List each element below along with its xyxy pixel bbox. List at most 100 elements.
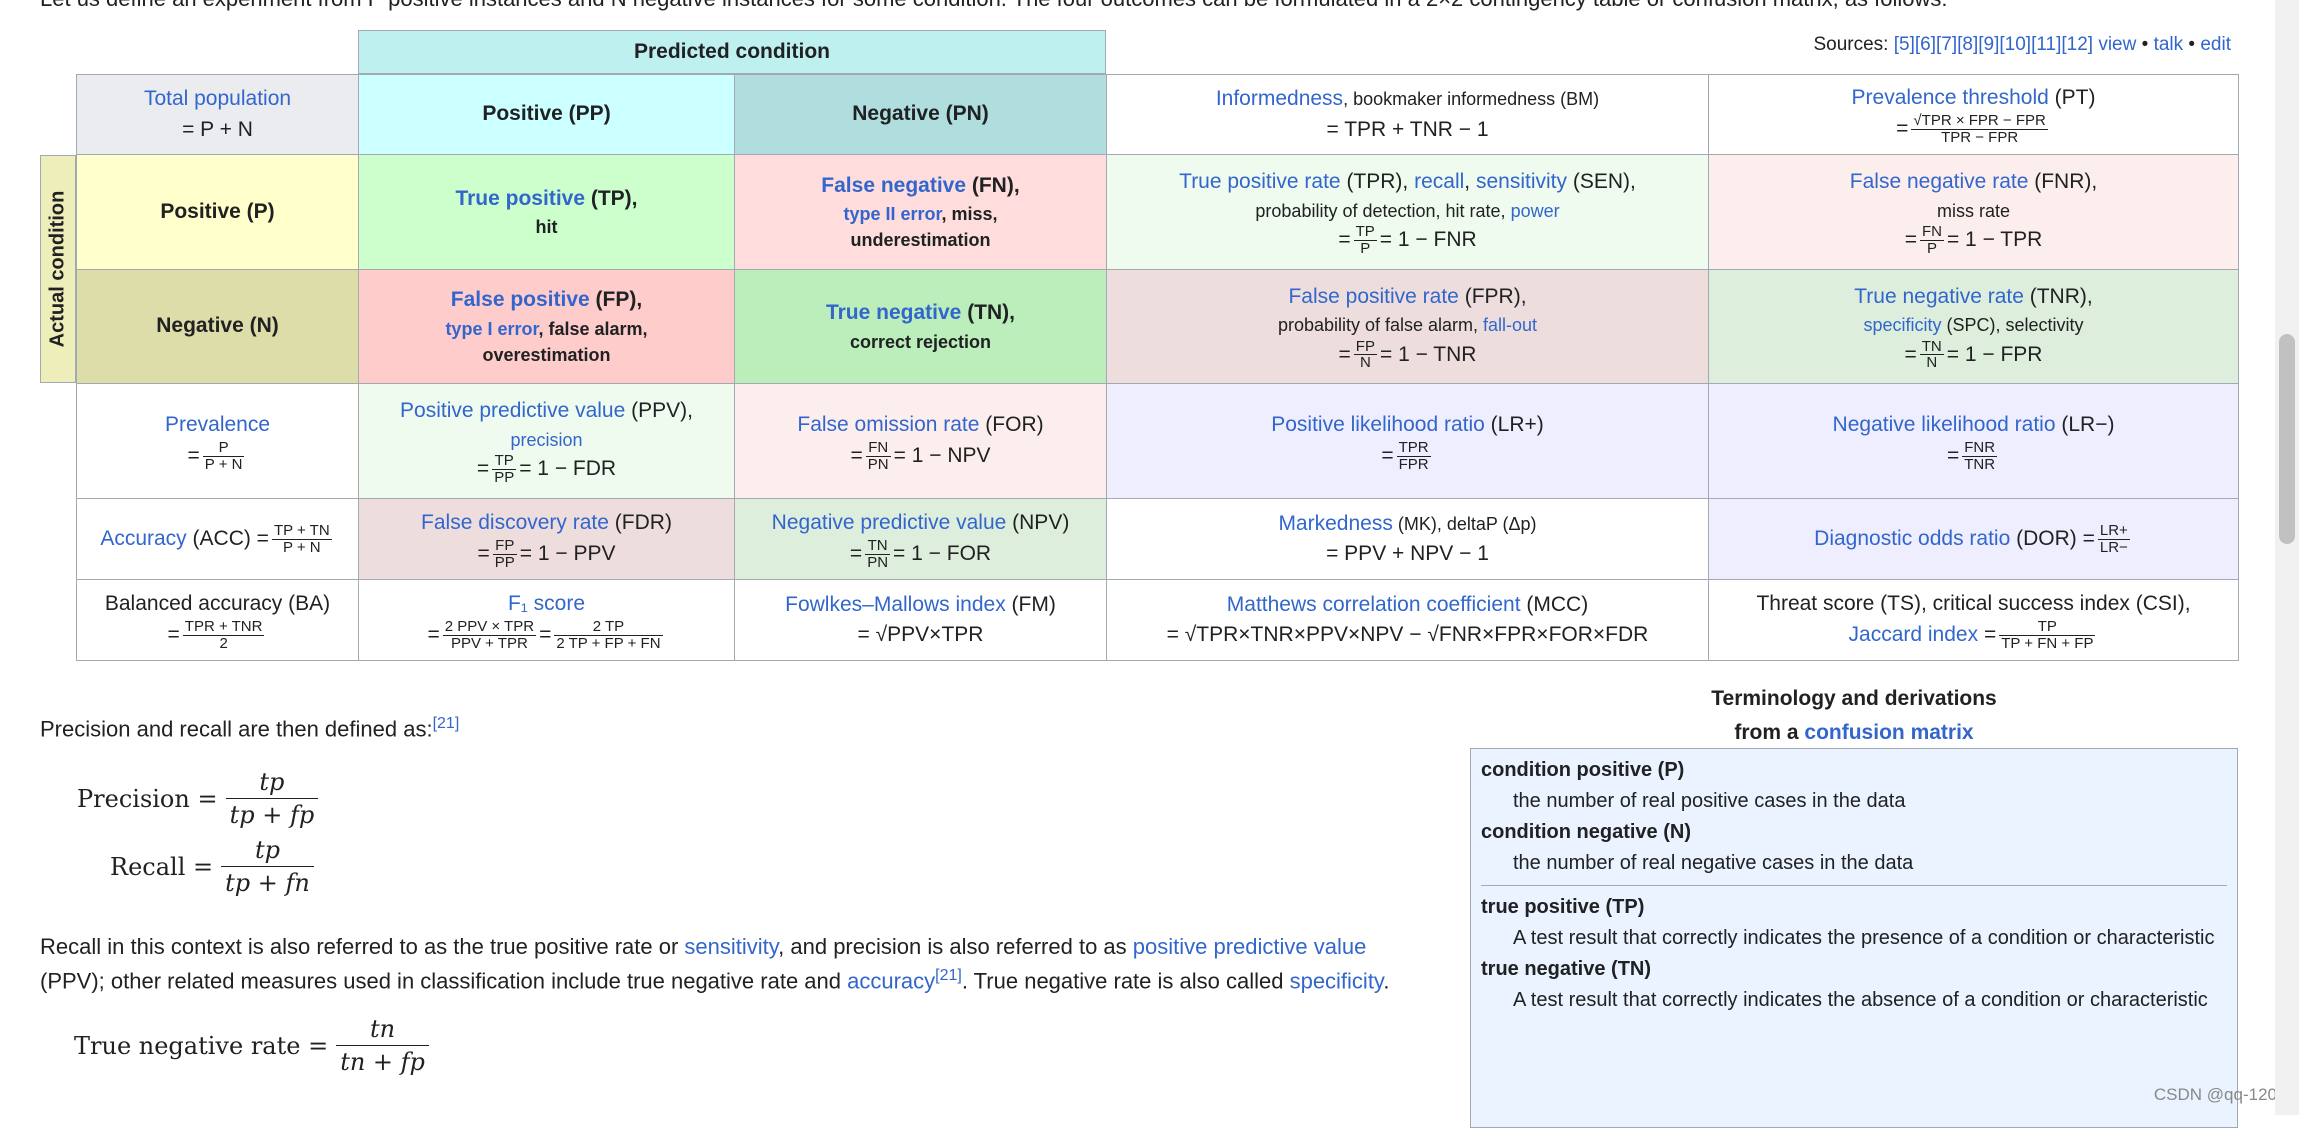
ppv-text-link[interactable]: positive predictive value [1132,934,1367,959]
recall-formula: Recall = tp tp + fn [110,836,314,897]
cell-actual-positive: Positive (P) [76,154,359,270]
fpr-fraction: FP N [1353,337,1377,372]
confusion-matrix-link[interactable]: confusion matrix [1804,720,1974,744]
cell-false-omission-rate: False omission rate (FOR) = FN PN = 1 − NPV [734,383,1107,499]
cell-threat-score: Threat score (TS), critical success inde… [1708,579,2239,661]
type-i-error-link[interactable]: type I error [445,318,539,339]
fm-link[interactable]: Fowlkes–Mallows index [785,592,1006,616]
sensitivity-link[interactable]: sensitivity [1475,170,1567,194]
predicted-condition-header: Predicted condition [358,30,1106,74]
actual-condition-label: Actual condition [46,190,69,348]
fnr-fraction: FN P [1919,223,1944,257]
glossary-term: condition positive (P) [1481,759,1685,781]
tnr-formula: True negative rate = tn tn + fp [74,1015,429,1076]
cell-negative-likelihood-ratio: Negative likelihood ratio (LR−) = FNR TNR [1708,383,2239,499]
recall-link[interactable]: recall [1414,170,1465,194]
precision-link[interactable]: precision [510,429,583,450]
talk-link[interactable]: talk [2153,34,2184,55]
glossary-definition: the number of real negative cases in the… [1513,852,1914,874]
view-link[interactable]: view [2098,34,2137,55]
cell-markedness: Markedness (MK), deltaP (Δp) = PPV + NPV… [1106,498,1709,580]
precision-formula: Precision = tp tp + fp [77,768,319,829]
cell-f1-score: F₁ score = 2 PPV × TPR PPV + TPR = 2 TP 2 TP … [358,579,735,661]
cell-true-negative-rate: True negative rate (TNR), specificity (S… [1708,269,2239,384]
scrollbar-track[interactable] [2275,0,2299,1115]
jaccard-index-link[interactable]: Jaccard index [1848,622,1979,646]
prevalence-link[interactable]: Prevalence [164,412,271,436]
recall-explanation: Recall in this context is also referred … [40,934,1390,994]
accuracy-text-link[interactable]: accuracy [847,968,936,994]
lr-minus-fraction: FNR TNR [1962,438,1998,473]
watermark: CSDN @qq-120 [2153,1085,2277,1104]
cell-informedness: Informedness, bookmaker informedness (BM… [1106,74,1709,155]
sources-line: Sources: [5][6][7][8][9][10][11][12] vie… [1813,34,2231,56]
fnr-link[interactable]: False negative rate [1849,170,2029,194]
tnr-link[interactable]: True negative rate [1854,284,2024,308]
cell-predicted-positive: Positive (PP) [358,74,735,155]
lr-minus-link[interactable]: Negative likelihood ratio [1832,412,2056,436]
cell-false-negative-rate: False negative rate (FNR), miss rate = FN… [1708,154,2239,270]
f1-score-link[interactable]: F₁ score [507,591,586,615]
for-link[interactable]: False omission rate [797,412,980,436]
glossary-term: true negative (TN) [1481,958,1652,980]
prevalence-threshold-link[interactable]: Prevalence threshold [1851,86,2049,110]
cell-diagnostic-odds-ratio: Diagnostic odds ratio (DOR) = LR+ LR− [1708,498,2239,580]
fpr-link[interactable]: False positive rate [1288,284,1459,308]
cell-actual-negative: Negative (N) [76,269,359,384]
f1-fraction-2: 2 TP 2 TP + FP + FN [554,617,663,652]
sources-refs[interactable]: [5][6][7][8][9][10][11][12] [1893,34,2094,55]
npv-fraction: TN PN [865,536,891,571]
sources-label: Sources: [1813,34,1889,55]
glossary-definition: the number of real positive cases in the… [1513,790,1906,812]
fdr-link[interactable]: False discovery rate [421,510,609,534]
type-ii-error-link[interactable]: type II error [843,204,942,225]
scrollbar-thumb[interactable] [2279,334,2295,544]
sensitivity-text-link[interactable]: sensitivity [684,934,779,959]
cell-total-population: Total population = P + N [76,74,359,155]
tpr-fraction: TP P [1353,223,1377,257]
dor-link[interactable]: Diagnostic odds ratio [1814,526,2011,550]
true-positive-link[interactable]: True positive [455,186,586,210]
accuracy-link[interactable]: Accuracy [100,526,187,550]
mcc-link[interactable]: Matthews correlation coefficient [1226,592,1521,616]
cell-false-discovery-rate: False discovery rate (FDR) = FP PP = 1 − PP… [358,498,735,580]
cell-false-positive: False positive (FP), type I error, false… [358,269,735,384]
fall-out-link[interactable]: fall-out [1483,315,1538,336]
for-fraction: FN PN [865,438,891,473]
ref-21-link-2[interactable]: [21] [935,967,962,985]
separator: • [2188,34,2196,55]
false-negative-link[interactable]: False negative [821,173,967,197]
specificity-text-link[interactable]: specificity [1289,968,1384,994]
npv-link[interactable]: Negative predictive value [771,510,1007,534]
specificity-link[interactable]: specificity [1863,315,1942,336]
cell-false-negative: False negative (FN), type II error, miss… [734,154,1107,270]
precision-recall-intro: Precision and recall are then defined as… [40,715,460,742]
glossary-title: Terminology and derivations from a confu… [1711,687,1997,744]
ba-fraction: TPR + TNR 2 [182,617,265,652]
cell-prevalence-threshold: Prevalence threshold (PT) = √TPR × FPR − … [1708,74,2239,155]
informedness-link[interactable]: Informedness [1215,87,1344,111]
cell-mcc: Matthews correlation coefficient (MCC) =… [1106,579,1709,661]
ppv-link[interactable]: Positive predictive value [400,399,626,423]
false-positive-link[interactable]: False positive [450,288,590,312]
tpr-link[interactable]: True positive rate [1179,170,1341,194]
cell-predicted-negative: Negative (PN) [734,74,1107,155]
cell-true-positive: True positive (TP), hit [358,154,735,270]
power-link[interactable]: power [1510,200,1560,221]
markedness-link[interactable]: Markedness [1278,511,1393,535]
lr-plus-link[interactable]: Positive likelihood ratio [1271,412,1485,436]
f1-fraction-1: 2 PPV × TPR PPV + TPR [442,617,537,652]
fdr-fraction: FP PP [492,536,517,571]
ref-21-link[interactable]: [21] [432,715,460,732]
edit-link[interactable]: edit [2200,34,2231,55]
total-population-link[interactable]: Total population [143,87,292,111]
true-negative-link[interactable]: True negative [825,301,962,325]
cell-false-positive-rate: False positive rate (FPR), probability o… [1106,269,1709,384]
glossary-divider [1481,885,2227,886]
total-population-formula: = P + N [182,117,253,141]
separator: • [2141,34,2149,55]
ts-fraction: TP TP + FN + FP [1999,617,2096,652]
cell-true-negative: True negative (TN), correct rejection [734,269,1107,384]
glossary-term: condition negative (N) [1481,821,1691,843]
